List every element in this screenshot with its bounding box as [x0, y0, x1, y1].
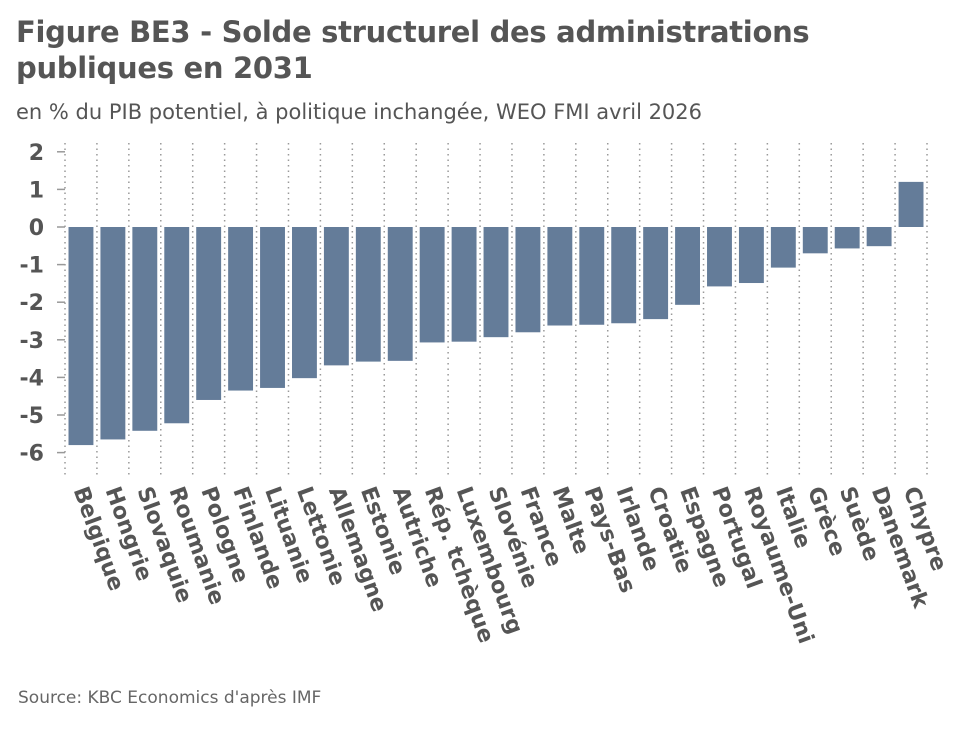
bar	[770, 227, 796, 268]
bar	[451, 227, 477, 342]
bar	[164, 227, 190, 424]
chart-source: Source: KBC Economics d'après IMF	[18, 688, 322, 708]
bar	[132, 227, 158, 431]
y-tick-label: 1	[29, 178, 44, 203]
bar	[898, 181, 924, 227]
bar	[483, 227, 509, 338]
bar-chart: 2 1 0 -1 -2 -3 -4 -5 -6 BelgiqueHongrieSlovaquie…	[20, 141, 952, 648]
bar	[196, 227, 222, 400]
y-tick-label: -4	[20, 366, 44, 391]
bar	[707, 227, 732, 287]
bar	[675, 227, 701, 305]
category-labels: BelgiqueHongrieSlovaquieRoumaniePologneF…	[68, 484, 952, 648]
bar	[802, 227, 828, 254]
bar	[643, 227, 669, 320]
bar	[228, 227, 254, 391]
bar	[419, 227, 445, 343]
grid-lines	[64, 143, 928, 478]
bar	[547, 227, 573, 326]
bar	[100, 227, 126, 440]
chart-title: Figure BE3 - Solde structurel des admini…	[16, 15, 810, 85]
bar	[866, 227, 892, 247]
bar	[355, 227, 381, 362]
y-tick-label: -2	[20, 291, 44, 316]
bar	[834, 227, 860, 249]
bar	[611, 227, 637, 324]
bar	[738, 227, 764, 284]
bar	[260, 227, 285, 388]
chart-subtitle: en % du PIB potentiel, à politique incha…	[16, 100, 703, 124]
y-tick-label: -5	[20, 404, 44, 429]
bars	[68, 181, 924, 446]
y-tick-label: -3	[20, 329, 44, 354]
bar	[579, 227, 605, 325]
bar	[387, 227, 413, 361]
bar	[515, 227, 541, 333]
y-tick-label: 2	[29, 141, 44, 166]
y-tick-label: 0	[29, 216, 44, 241]
bar	[291, 227, 317, 379]
y-axis: 2 1 0 -1 -2 -3 -4 -5 -6	[20, 141, 65, 467]
bar	[323, 227, 349, 366]
bar	[68, 227, 94, 446]
y-tick-label: -1	[20, 254, 44, 279]
y-tick-label: -6	[20, 442, 44, 467]
